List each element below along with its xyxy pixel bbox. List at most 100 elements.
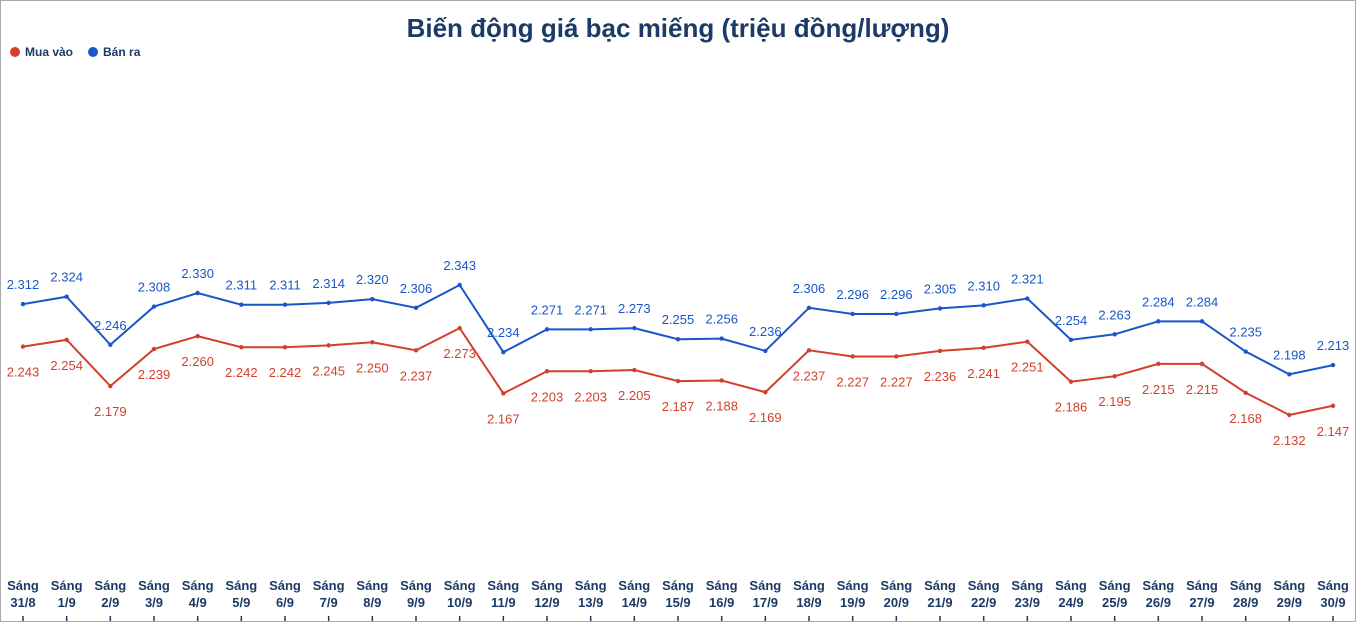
- x-tick-label: Sáng 10/9: [443, 578, 476, 610]
- data-label: 2.203: [574, 389, 607, 404]
- data-point: [1025, 339, 1030, 344]
- data-label: 2.254: [50, 358, 83, 373]
- data-point: [239, 345, 244, 350]
- data-point: [675, 378, 681, 384]
- data-label: 2.271: [574, 302, 607, 317]
- data-label: 2.236: [924, 369, 957, 384]
- data-point: [588, 369, 593, 374]
- data-point: [195, 333, 200, 339]
- data-point: [588, 327, 593, 332]
- data-point: [1025, 296, 1030, 301]
- x-tick-label: Sáng 9/9: [400, 578, 432, 610]
- data-label: 2.215: [1142, 382, 1175, 397]
- data-label: 2.227: [836, 374, 869, 389]
- data-label: 2.284: [1142, 294, 1175, 309]
- data-point: [20, 301, 26, 307]
- data-point: [806, 348, 812, 353]
- legend-label: Mua vào: [25, 45, 73, 59]
- data-point: [763, 348, 768, 354]
- data-point: [544, 369, 550, 374]
- x-tick-label: Sáng 26/9: [1142, 578, 1175, 610]
- data-point: [413, 348, 419, 353]
- data-label: 2.311: [226, 278, 258, 293]
- data-label: 2.239: [138, 367, 171, 382]
- x-tick-label: Sáng 14/9: [618, 578, 651, 610]
- data-label: 2.321: [1011, 272, 1044, 287]
- data-label: 2.167: [487, 411, 520, 426]
- x-tick-label: Sáng 18/9: [793, 578, 825, 610]
- data-label: 2.263: [1098, 307, 1131, 322]
- data-point: [457, 325, 462, 331]
- data-point: [195, 290, 200, 296]
- x-tick-label: Sáng 31/8: [7, 578, 39, 610]
- data-label: 2.237: [793, 368, 826, 383]
- data-point: [719, 336, 724, 341]
- data-point: [894, 311, 899, 317]
- data-label: 2.312: [7, 277, 40, 292]
- data-point: [1068, 379, 1074, 384]
- x-tick-label: Sáng 21/9: [924, 578, 956, 610]
- data-label: 2.235: [1229, 325, 1262, 340]
- data-label: 2.273: [443, 346, 476, 361]
- data-label: 2.324: [50, 270, 83, 285]
- data-label: 2.203: [531, 389, 564, 404]
- legend-marker: [88, 47, 99, 57]
- data-label: 2.132: [1273, 433, 1306, 448]
- data-point: [1112, 332, 1117, 337]
- data-point: [282, 345, 288, 350]
- data-point: [894, 354, 899, 359]
- data-label: 2.242: [269, 365, 302, 380]
- data-label: 2.314: [312, 276, 345, 291]
- data-label: 2.234: [487, 325, 520, 340]
- data-point: [1243, 390, 1248, 396]
- x-tick-label: Sáng 25/9: [1098, 578, 1131, 610]
- data-point: [64, 337, 69, 343]
- data-label: 2.198: [1273, 347, 1306, 362]
- x-tick-label: Sáng 12/9: [531, 578, 563, 610]
- data-point: [108, 342, 113, 347]
- data-label: 2.256: [705, 312, 738, 327]
- data-point: [632, 325, 637, 331]
- x-tick-label: Sáng 29/9: [1273, 578, 1306, 610]
- data-label: 2.227: [880, 374, 913, 389]
- data-label: 2.179: [94, 404, 127, 419]
- x-tick-label: Sáng 27/9: [1186, 578, 1218, 610]
- data-point: [1199, 319, 1205, 324]
- data-label: 2.296: [836, 287, 869, 302]
- x-tick-label: Sáng 19/9: [836, 578, 869, 610]
- x-tick-label: Sáng 8/9: [356, 578, 389, 610]
- data-point: [20, 344, 26, 349]
- data-label: 2.330: [181, 266, 214, 281]
- data-label: 2.273: [618, 301, 651, 316]
- data-point: [1156, 361, 1161, 367]
- data-point: [1112, 373, 1117, 379]
- data-label: 2.242: [225, 365, 258, 380]
- data-point: [413, 305, 419, 310]
- x-tick-label: Sáng 22/9: [967, 578, 1000, 610]
- data-label: 2.305: [924, 281, 957, 296]
- data-label: 2.320: [356, 272, 389, 287]
- data-label: 2.260: [181, 354, 214, 369]
- data-label: 2.255: [662, 312, 695, 327]
- data-point: [326, 343, 331, 348]
- data-point: [370, 340, 375, 345]
- data-point: [457, 282, 462, 288]
- data-point: [282, 302, 288, 307]
- x-tick-label: Sáng 30/9: [1317, 578, 1349, 610]
- data-label: 2.188: [705, 398, 738, 413]
- data-point: [544, 327, 550, 332]
- data-label: 2.308: [138, 280, 171, 295]
- x-tick-label: Sáng 11/9: [487, 578, 520, 610]
- data-label: 2.236: [749, 324, 782, 339]
- data-point: [151, 304, 157, 309]
- data-point: [763, 390, 768, 395]
- data-label: 2.213: [1317, 338, 1350, 353]
- data-point: [1330, 362, 1336, 368]
- x-tick-label: Sáng 28/9: [1229, 578, 1262, 610]
- x-tick-label: Sáng 17/9: [749, 578, 782, 610]
- x-tick-label: Sáng 15/9: [662, 578, 694, 610]
- data-point: [1068, 337, 1074, 343]
- data-label: 2.169: [749, 410, 782, 425]
- data-label: 2.250: [356, 360, 389, 375]
- data-point: [1287, 412, 1292, 418]
